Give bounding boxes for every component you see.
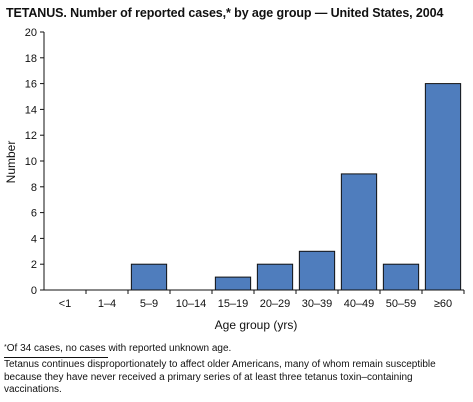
y-tick-label: 14 [25, 104, 37, 116]
x-tick-label: 1–4 [98, 298, 116, 310]
y-tick-label: 4 [31, 233, 37, 245]
y-tick-label: 6 [31, 208, 37, 220]
bars [130, 83, 462, 291]
y-axis-ticks: 0 2 4 6 8 10 12 14 16 18 20 [25, 27, 44, 297]
x-tick-label: 30–39 [302, 298, 333, 310]
plot-frame [43, 32, 464, 291]
y-tick-label: 18 [25, 53, 37, 65]
caption: Tetanus continues disproportionately to … [4, 359, 436, 395]
bar-chart: 0 2 4 6 8 10 12 14 16 18 20 <1 1–4 5–9 10–14 15–19 20–2… [4, 27, 465, 332]
x-tick-label: 15–19 [218, 298, 249, 310]
y-axis-label: Number [4, 141, 18, 184]
y-tick-label: 20 [25, 27, 37, 39]
x-tick-label: 5–9 [140, 298, 158, 310]
y-tick-label: 0 [31, 285, 37, 297]
x-tick-label: <1 [59, 298, 72, 310]
bar [256, 263, 294, 291]
footnote-text: Of 34 cases, no cases with reported unkn… [6, 343, 232, 354]
footnote-marker: * [4, 344, 7, 351]
bar [340, 173, 378, 291]
y-tick-label: 8 [31, 182, 37, 194]
y-tick-label: 12 [25, 130, 37, 142]
bar [424, 83, 462, 291]
bar [382, 263, 420, 291]
y-tick-label: 16 [25, 79, 37, 91]
x-tick-label: 40–49 [344, 298, 375, 310]
bar [298, 250, 336, 291]
bar [214, 276, 252, 291]
chart-title: TETANUS. Number of reported cases,* by a… [6, 6, 444, 20]
x-tick-label: 50–59 [386, 298, 417, 310]
y-tick-label: 2 [31, 259, 37, 271]
x-tick-label: 20–29 [260, 298, 291, 310]
y-tick-label: 10 [25, 156, 37, 168]
footnote: *Of 34 cases, no cases with reported unk… [4, 343, 231, 354]
x-axis-label: Age group (yrs) [215, 318, 298, 332]
x-tick-label: ≥60 [434, 298, 452, 310]
x-axis-ticks: <1 1–4 5–9 10–14 15–19 20–29 30–39 40–49 50–59 ≥6… [59, 290, 465, 310]
x-tick-label: 10–14 [176, 298, 207, 310]
bar [130, 263, 168, 291]
caption-divider [4, 357, 108, 358]
